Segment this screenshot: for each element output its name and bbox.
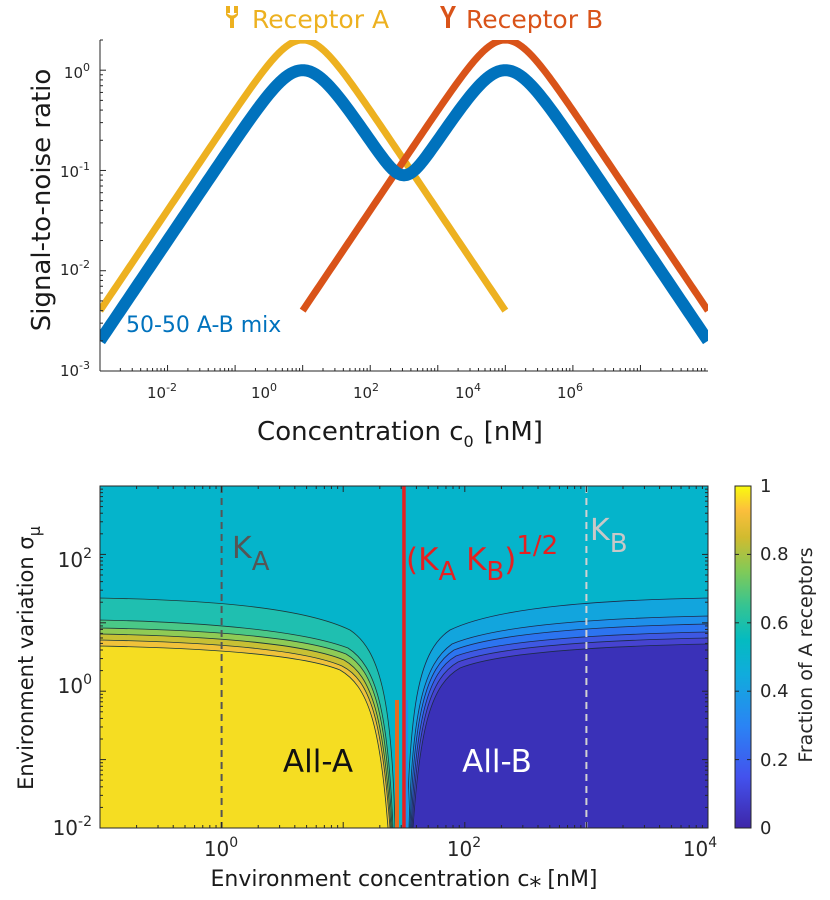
heatmap-y-tick-label: 100 — [58, 672, 92, 698]
colorbar-tick-label: 1 — [760, 476, 771, 497]
geometric-mean-label: (KA KB)1/2 — [406, 531, 558, 587]
heatmap-y-tick-label: 102 — [58, 546, 92, 572]
colorbar-title: Fraction of A receptors — [795, 547, 817, 762]
snr-x-tick-label: 100 — [251, 381, 277, 402]
colorbar-gradient — [734, 485, 752, 829]
heatmap-y-tick-label: 10-2 — [53, 814, 92, 840]
heatmap-axes-box — [99, 485, 709, 829]
snr-x-tick-label: 10-2 — [147, 381, 177, 402]
snr-y-tick-label: 100 — [64, 61, 90, 82]
transition-strip — [405, 700, 408, 828]
all-a-label: All-A — [283, 744, 353, 780]
colorbar-tick-label: 0.8 — [760, 544, 789, 565]
series-line-receptor-b — [299, 40, 708, 313]
snr-chart: 10-2 100 102 104 106 10-3 10-2 10-1 100 … — [27, 5, 708, 451]
colorbar: 0 0.2 0.4 0.6 0.8 1 Fraction of A recept… — [734, 476, 817, 839]
receptor-b-icon — [440, 6, 456, 28]
all-b-label: All-B — [462, 744, 532, 780]
series-line-mix — [100, 64, 708, 345]
heatmap-x-tick-label: 102 — [447, 835, 481, 861]
heatmap-x-axis-title: Environment concentration c* [nM] — [210, 867, 597, 900]
snr-x-tick-label: 106 — [557, 381, 583, 402]
heatmap-y-axis-title: Environment variation σμ — [14, 526, 44, 790]
snr-x-tick-label: 104 — [455, 381, 481, 402]
snr-plot-area — [100, 40, 708, 371]
snr-x-tick-label: 102 — [353, 381, 379, 402]
snr-y-axis-title: Signal-to-noise ratio — [27, 69, 57, 332]
legend: Receptor A Receptor B — [226, 5, 603, 34]
region-all-b — [412, 643, 708, 828]
snr-y-tick-label: 10-3 — [60, 359, 90, 380]
colorbar-ticks — [735, 485, 751, 829]
snr-y-tick-label: 10-2 — [60, 258, 90, 279]
heatmap-x-tick-label: 100 — [204, 835, 238, 861]
snr-series-group — [100, 40, 708, 345]
ka-label: KA — [232, 531, 270, 577]
snr-y-tick-label: 10-1 — [60, 160, 90, 181]
region-all-a — [100, 645, 389, 828]
transition-strip — [395, 700, 399, 828]
colorbar-tick-label: 0.2 — [760, 750, 789, 771]
snr-ticks — [99, 39, 706, 372]
heatmap-chart: KA KB (KA KB)1/2 All-A All-B 100 102 104… — [14, 476, 817, 900]
legend-label-receptor-b: Receptor B — [466, 5, 603, 34]
colorbar-tick-label: 0.4 — [760, 681, 789, 702]
snr-x-axis-title: Concentration c0 [nM] — [257, 417, 543, 451]
kb-label: KB — [590, 513, 628, 559]
mix-annotation: 50-50 A-B mix — [126, 313, 281, 338]
receptor-a-icon — [226, 6, 238, 28]
series-line-receptor-a — [100, 40, 509, 313]
legend-label-receptor-a: Receptor A — [252, 5, 389, 34]
colorbar-tick-label: 0 — [760, 818, 771, 839]
colorbar-tick-label: 0.6 — [760, 613, 789, 634]
heatmap-ticks — [99, 486, 708, 829]
heatmap-x-tick-label: 104 — [683, 835, 717, 861]
